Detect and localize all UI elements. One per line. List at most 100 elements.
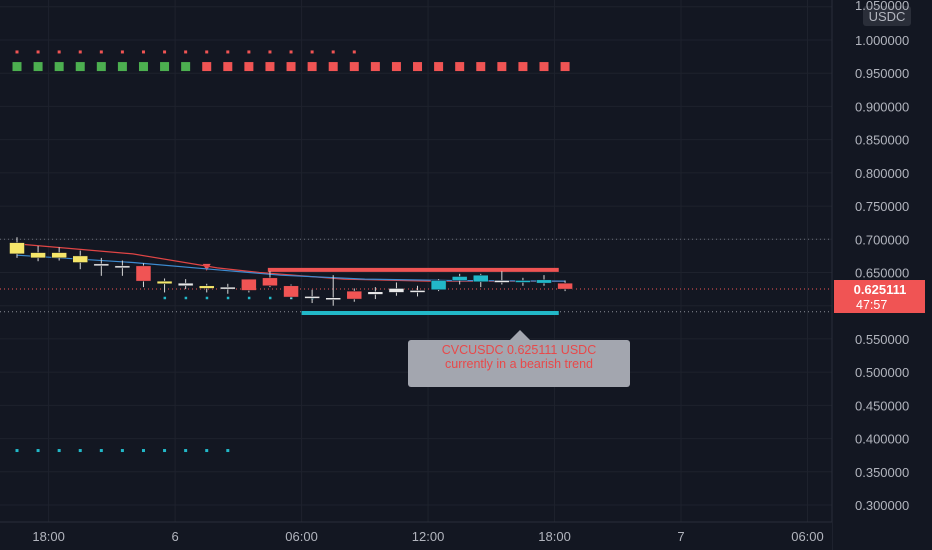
moving-averages: [16, 243, 566, 282]
top-signal-dot: [247, 50, 251, 54]
bearish-square: [265, 62, 275, 72]
time-tick-label: 06:00: [791, 529, 824, 544]
candle-body: [135, 265, 152, 282]
candle-body: [325, 297, 341, 300]
last-price-value: 0.625111: [854, 282, 907, 297]
bullish-square: [181, 62, 191, 72]
cyan-signal-dot: [78, 449, 82, 453]
tooltip-line-2: currently in a bearish trend: [445, 357, 593, 371]
moving-average-red: [16, 243, 566, 282]
candle-body: [494, 280, 510, 283]
top-signal-dot: [141, 50, 145, 54]
candle-body: [515, 280, 531, 283]
cyan-signal-dot: [99, 449, 103, 453]
bullish-square: [117, 62, 127, 72]
cyan-signal-dot: [226, 449, 230, 453]
candle-body: [198, 285, 215, 289]
top-signal-dot: [99, 50, 103, 54]
candle-body: [220, 286, 236, 290]
candle-body: [241, 278, 257, 291]
candle-body: [283, 285, 299, 298]
cyan-signal-dot: [205, 449, 209, 453]
top-signal-dot: [331, 50, 335, 54]
bearish-square: [476, 62, 486, 72]
trend-tooltip: CVCUSDC 0.625111 USDC currently in a bea…: [408, 340, 630, 387]
price-tick-label: 0.950000: [855, 66, 909, 81]
bearish-square: [370, 62, 380, 72]
price-tick-label: 0.650000: [855, 266, 909, 281]
signal-markers: [12, 50, 570, 453]
below-signal-dot: [247, 296, 251, 300]
below-signal-dot: [184, 296, 188, 300]
top-signal-dot: [15, 50, 19, 54]
bearish-square: [560, 62, 570, 72]
candle-body: [72, 255, 88, 263]
bullish-square: [138, 62, 148, 72]
top-signal-dot: [163, 50, 167, 54]
price-axis[interactable]: 1.000000 0.950000 0.900000 0.850000 0.800000…: [831, 0, 932, 550]
candle-body: [346, 290, 363, 300]
price-tick-label: 0.400000: [855, 432, 909, 447]
cyan-signal-dot: [15, 449, 19, 453]
below-signal-dot: [226, 296, 230, 300]
countdown-timer: 47:57: [856, 298, 887, 312]
bearish-square: [286, 62, 296, 72]
candle-body: [177, 282, 194, 287]
bullish-square: [160, 62, 170, 72]
price-axis-background: [832, 0, 932, 550]
time-tick-label: 06:00: [285, 529, 318, 544]
bullish-square: [33, 62, 43, 72]
price-tick-label: 0.550000: [855, 332, 909, 347]
currency-badge: [863, 6, 911, 26]
cyan-signal-dot: [163, 449, 167, 453]
bearish-square: [391, 62, 401, 72]
price-tick-label: 0.800000: [855, 166, 909, 181]
top-signal-dot: [310, 50, 314, 54]
top-signal-dot: [36, 50, 40, 54]
cyan-signal-dot: [184, 449, 188, 453]
top-signal-dot: [226, 50, 230, 54]
price-tick-label: 0.450000: [855, 398, 909, 413]
candle-body: [388, 288, 405, 293]
bearish-square: [328, 62, 338, 72]
bearish-square: [349, 62, 359, 72]
bullish-square: [96, 62, 106, 72]
price-tick-label: 0.750000: [855, 199, 909, 214]
candlesticks: [9, 237, 573, 306]
candle-body: [451, 276, 468, 281]
bearish-square: [223, 62, 233, 72]
candle-body: [536, 279, 552, 284]
candle-body: [409, 290, 426, 293]
bullish-square: [54, 62, 64, 72]
time-axis[interactable]: 18:00 6 06:00 12:00 18:00 7 06:00: [0, 521, 832, 550]
top-signal-dot: [352, 50, 356, 54]
candle-body: [114, 265, 131, 269]
below-signal-dot: [205, 296, 209, 300]
bearish-square: [518, 62, 528, 72]
price-tick-label-clipped: 1.050000: [855, 0, 909, 13]
cyan-signal-dot: [141, 449, 145, 453]
bearish-square: [202, 62, 212, 72]
below-signal-dot: [163, 296, 167, 300]
price-tick-label: 1.000000: [855, 33, 909, 48]
price-tick-label: 0.700000: [855, 232, 909, 247]
last-price-badge: [834, 280, 925, 313]
support-resistance-levels: [267, 267, 559, 316]
candle-body: [557, 282, 573, 290]
bearish-square: [455, 62, 465, 72]
top-signal-dot: [120, 50, 124, 54]
candle-body: [262, 277, 278, 287]
time-tick-label: 6: [171, 529, 178, 544]
candle-body: [9, 242, 25, 255]
time-tick-label: 18:00: [32, 529, 65, 544]
candle-body: [473, 274, 489, 283]
bearish-square: [539, 62, 549, 72]
price-tick-label: 0.300000: [855, 498, 909, 513]
time-tick-label: 18:00: [538, 529, 571, 544]
moving-average-blue: [16, 254, 566, 282]
top-signal-dot: [57, 50, 61, 54]
top-signal-dot: [205, 50, 209, 54]
price-tick-label: 0.350000: [855, 465, 909, 480]
